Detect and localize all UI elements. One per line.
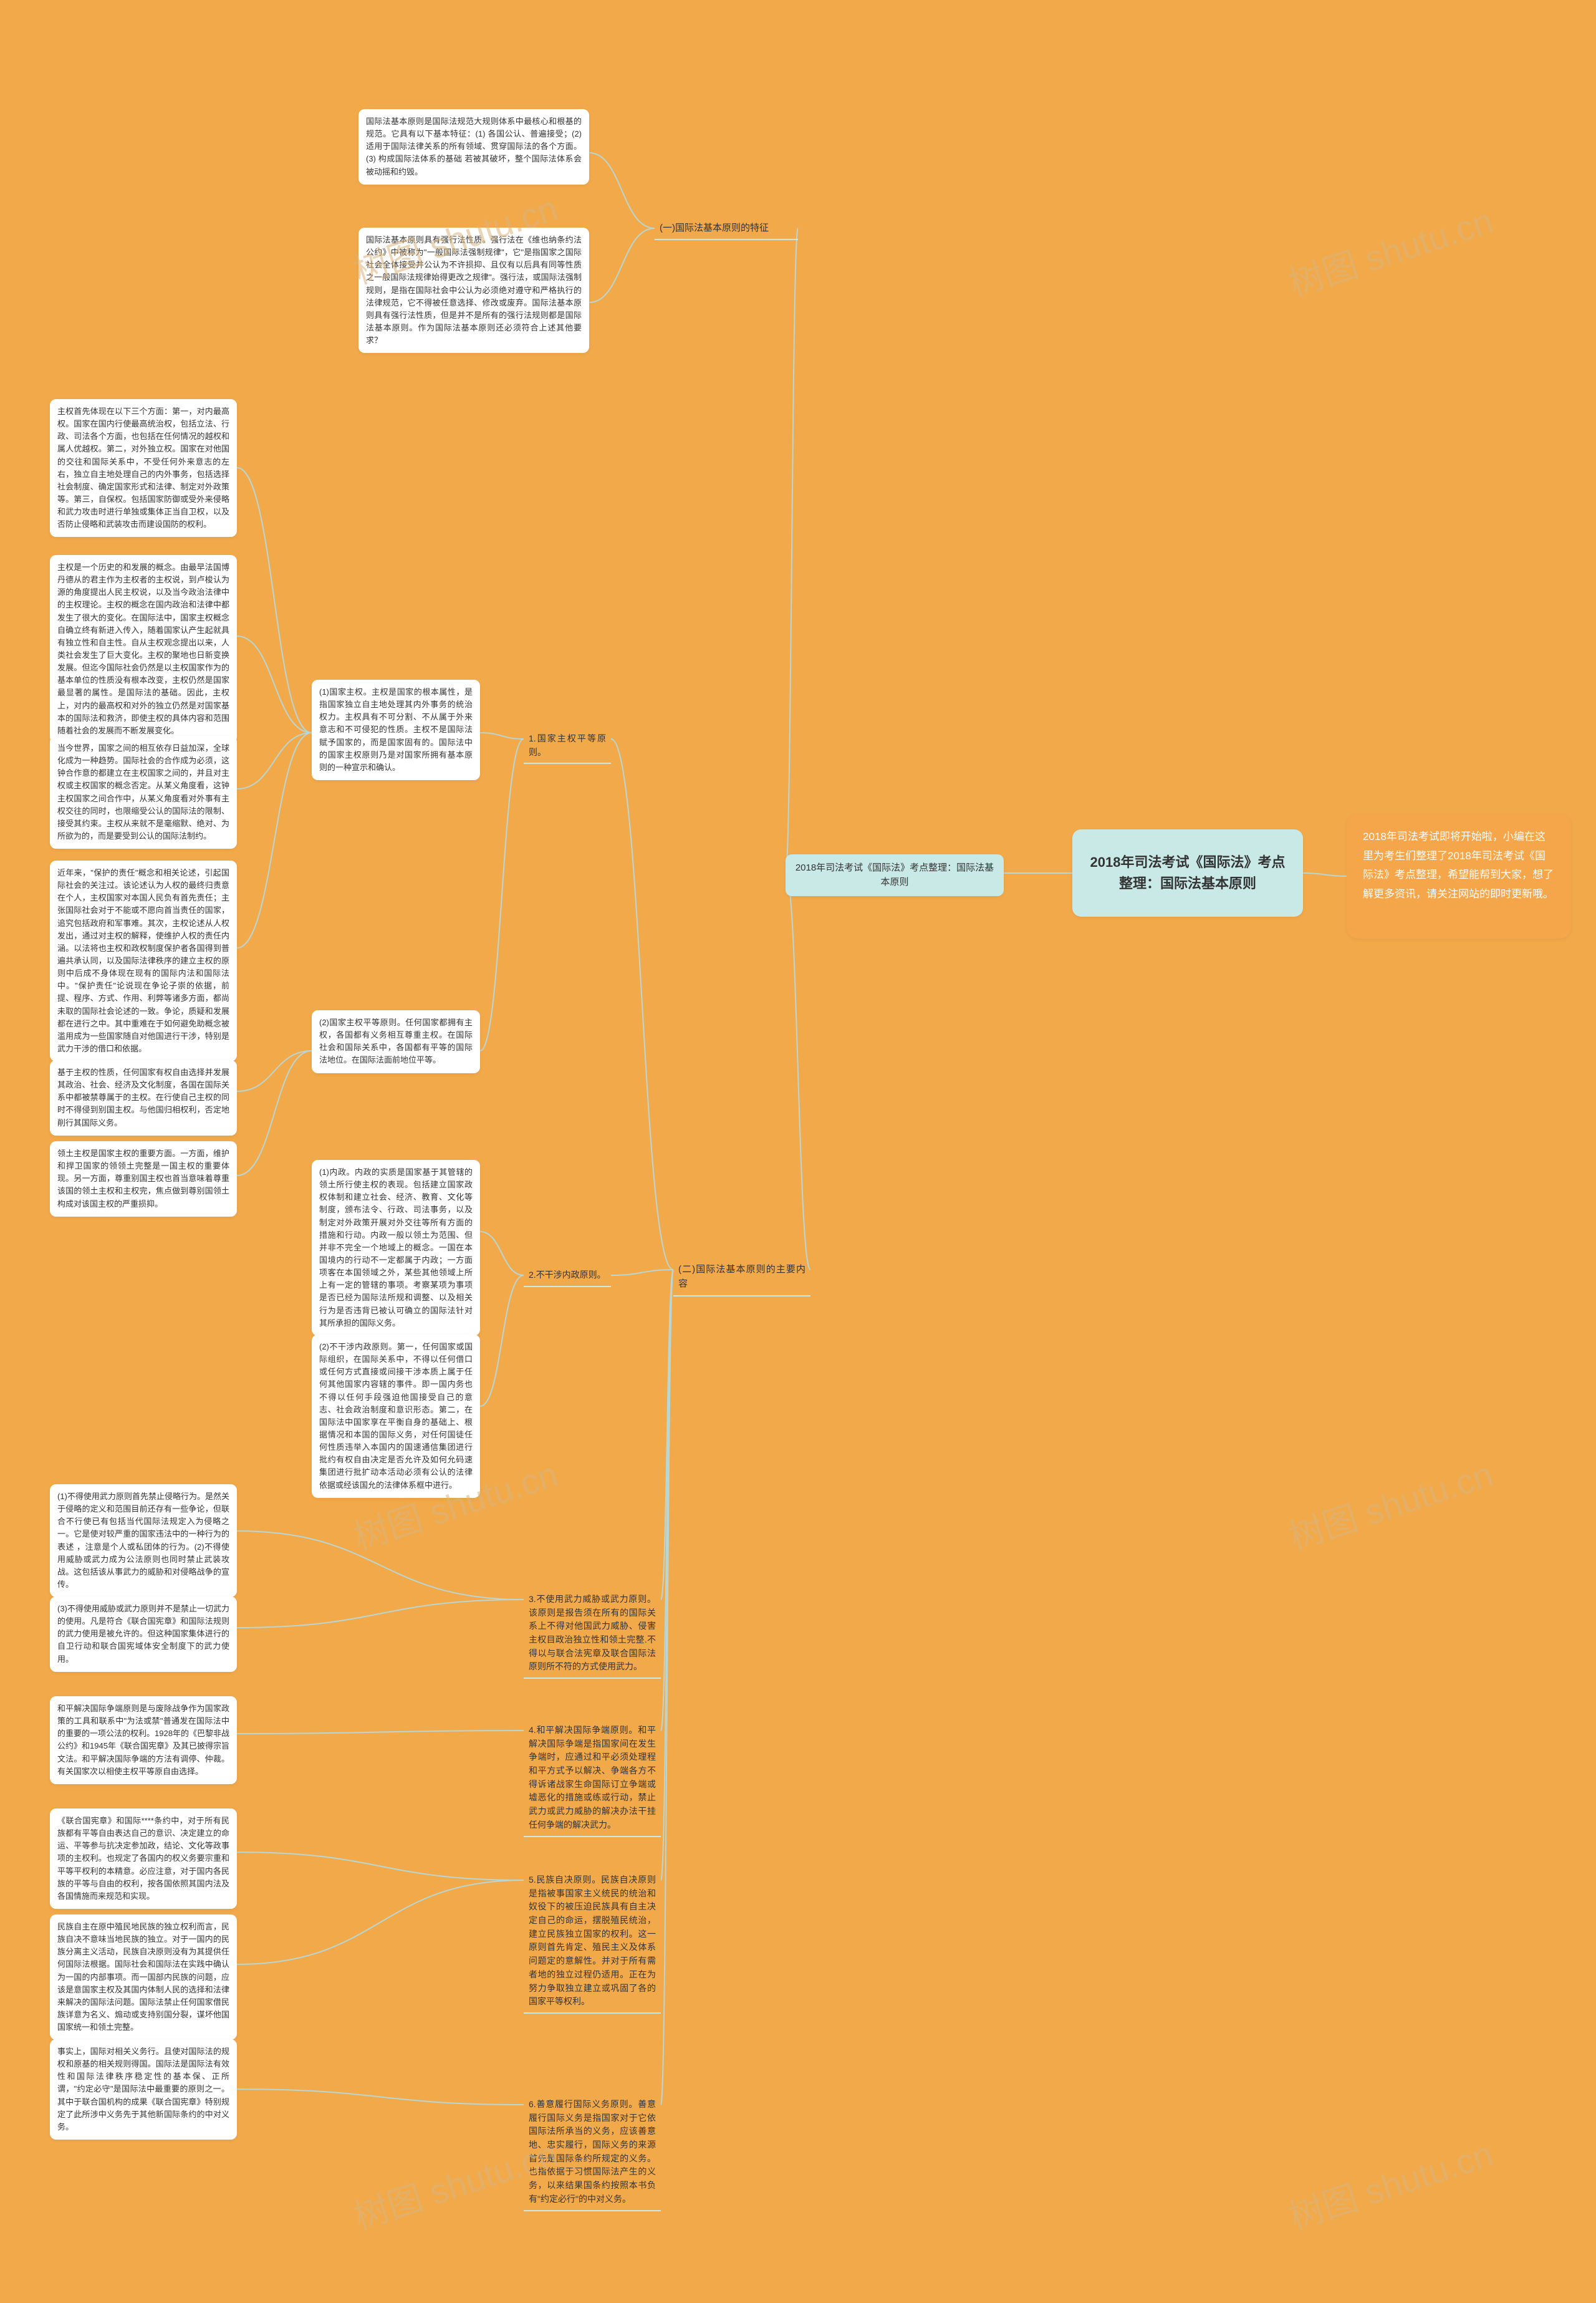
node-b1n1: 国际法基本原则是国际法规范大规则体系中最核心和根基的规范。它具有以下基本特征：(… bbox=[358, 109, 589, 185]
watermark: 树图 shutu.cn bbox=[1282, 1447, 1499, 1560]
node-s3n1: (1)不得使用武力原则首先禁止侵略行为。是然关于侵略的定义和范围目前还存有一些争… bbox=[50, 1484, 237, 1597]
node-s1n1d: 近年来，"保护的责任"概念和相关论述，引起国际社会的关注过。该论述认为人权的最终… bbox=[50, 861, 237, 1061]
node-s3n2: (3)不得使用威胁或武力原则并不是禁止一切武力的使用。凡是符合《联合国宪章》和国… bbox=[50, 1596, 237, 1672]
node-b2: (二)国际法基本原则的主要内容 bbox=[673, 1260, 810, 1296]
mindmap-canvas: 2018年司法考试《国际法》考点整理：国际法基本原则 2018年司法考试即将开始啦… bbox=[0, 0, 1596, 2303]
node-s3: 3.不使用武力威胁或武力原则。该原则是报告须在所有的国际关系上不得对他国武力威胁… bbox=[524, 1590, 661, 1679]
node-intro: 2018年司法考试即将开始啦，小编在这里为考生们整理了2018年司法考试《国际法… bbox=[1347, 814, 1571, 939]
node-s2: 2.不干涉内政原则。 bbox=[524, 1266, 611, 1287]
node-root: 2018年司法考试《国际法》考点整理：国际法基本原则 bbox=[1072, 829, 1303, 917]
node-s1n2b: 领土主权是国家主权的重要方面。一方面，维护和捍卫国家的领领土完整是一国主权的重要… bbox=[50, 1141, 237, 1217]
node-s2n2: (2)不干涉内政原则。第一，任何国家或国际组织，在国际关系中，不得以任何借口或任… bbox=[312, 1335, 480, 1498]
node-b1: (一)国际法基本原则的特征 bbox=[655, 218, 798, 240]
node-s4n1: 和平解决国际争端原则是与废除战争作为国家政策的工具和联系中"为法或禁"普通发在国… bbox=[50, 1696, 237, 1784]
node-s5n2: 民族自主在原中殖民地民族的独立权利而言，民族自决不意味当地民族的独立。对于一国内… bbox=[50, 1914, 237, 2040]
node-s4: 4.和平解决国际争端原则。和平解决国际争端是指国家间在发生争端时，应通过和平必须… bbox=[524, 1721, 661, 1837]
node-s1n2: (2)国家主权平等原则。任何国家都拥有主权，各国都有义务相互尊重主权。在国际社会… bbox=[312, 1010, 480, 1073]
node-s1n1: (1)国家主权。主权是国家的根本属性，是指国家独立自主地处理其内外事务的统治权力… bbox=[312, 680, 480, 780]
node-s1n2a: 基于主权的性质，任何国家有权自由选择并发展其政治、社会、经济及文化制度，各国在国… bbox=[50, 1060, 237, 1136]
node-s5: 5.民族自决原则。民族自决原则是指被事国家主义统民的统治和奴役下的被压迫民族具有… bbox=[524, 1871, 661, 2014]
node-s1n1c: 当今世界，国家之间的相互依存日益加深，全球化成为一种趋势。国际社会的合作成为必须… bbox=[50, 736, 237, 849]
node-s1n1b: 主权是一个历史的和发展的概念。由最早法国博丹德从的君主作为主权者的主权说，到卢梭… bbox=[50, 555, 237, 743]
node-s2n1: (1)内政。内政的实质是国家基于其管辖的领土所行使主权的表现。包括建立国家政权体… bbox=[312, 1160, 480, 1336]
node-s1n1a: 主权首先体现在以下三个方面：第一，对内最高权。国家在国内行使最高统治权，包括立法… bbox=[50, 399, 237, 537]
node-s6: 6.善意履行国际义务原则。善意履行国际义务是指国家对于它依国际法所承当的义务，应… bbox=[524, 2095, 661, 2211]
watermark: 树图 shutu.cn bbox=[1282, 193, 1499, 307]
node-s1: 1.国家主权平等原则。 bbox=[524, 730, 611, 764]
node-s5n1: 《联合国宪章》和国际****条约中，对于所有民族都有平等自由表达自己的意识、决定… bbox=[50, 1808, 237, 1909]
node-s6n1: 事实上，国际对相关义务行。且使对国际法的规权和原基的相关规则得国。国际法是国际法… bbox=[50, 2039, 237, 2140]
node-b1n2: 国际法基本原则具有强行法性质。强行法在《维也纳条约法公约》中被称为"一般国际法强… bbox=[358, 228, 589, 353]
watermark: 树图 shutu.cn bbox=[1282, 2127, 1499, 2240]
node-topic: 2018年司法考试《国际法》考点整理：国际法基本原则 bbox=[786, 854, 1004, 896]
